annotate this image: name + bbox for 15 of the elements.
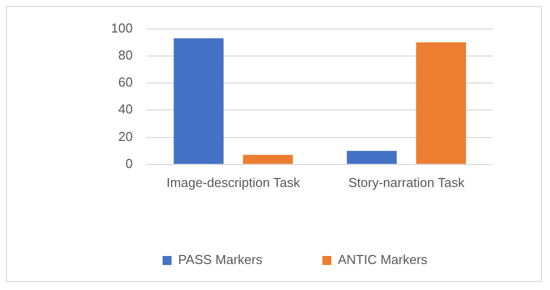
chart-frame: PASS Markers ANTIC Markers Image-description Task Story-narration Task 0 20 40 60 80 100 xyxy=(6,6,542,282)
y-tick-label: 100 xyxy=(110,20,133,36)
x-tick-label: Story-narration Task xyxy=(348,174,465,190)
y-tick-label: 20 xyxy=(118,128,133,144)
y-tick-label: 80 xyxy=(118,48,133,62)
bar xyxy=(242,154,293,164)
legend-label: PASS Markers xyxy=(178,252,263,268)
y-tick-label: 60 xyxy=(118,74,133,90)
legend-label: ANTIC Markers xyxy=(338,252,428,268)
y-tick-label: 40 xyxy=(118,102,133,117)
bar xyxy=(174,38,224,164)
y-tick-label: 0 xyxy=(125,156,133,171)
x-tick-label: Image-description Task xyxy=(166,174,300,190)
bar xyxy=(416,42,466,164)
bar xyxy=(346,150,397,164)
